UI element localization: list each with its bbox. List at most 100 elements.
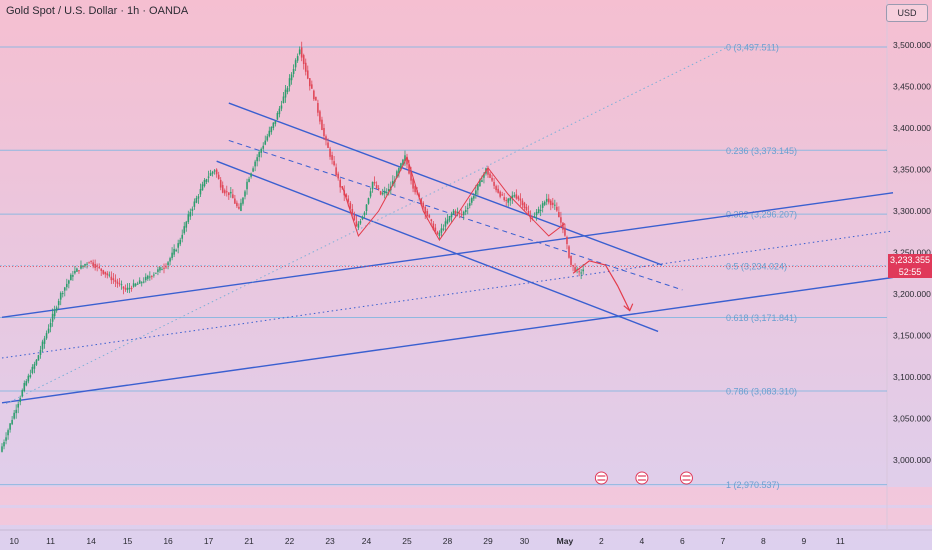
candle-body [392, 180, 394, 187]
candle-body [513, 195, 516, 197]
candle-body [225, 191, 228, 193]
candle-body [209, 173, 212, 176]
candle-body [432, 223, 435, 230]
channel-line [1, 192, 894, 319]
candle-body [189, 211, 192, 217]
candle-body [260, 148, 262, 153]
candle-body [163, 267, 165, 269]
currency-button[interactable]: USD [886, 4, 928, 22]
candle-body [104, 271, 107, 275]
candle-body [527, 211, 530, 215]
candle-body [282, 96, 285, 104]
candle-body [339, 179, 341, 188]
y-tick-label: 3,450.000 [893, 81, 931, 91]
economic-event-icon[interactable] [635, 471, 649, 485]
chart-title[interactable]: Gold Spot / U.S. Dollar · 1h · OANDA [6, 5, 189, 17]
candle-body [185, 221, 188, 228]
candle-body [396, 171, 398, 178]
candle-body [82, 265, 84, 268]
candle-body [191, 208, 194, 212]
candle-body [122, 286, 125, 289]
candle-body [345, 194, 348, 198]
y-tick-label: 3,100.000 [893, 372, 931, 382]
candle-body [72, 275, 74, 277]
y-tick-label: 3,150.000 [893, 331, 931, 341]
candle-body [140, 282, 143, 284]
candle-body [136, 283, 139, 285]
candle-body [86, 263, 88, 265]
candle-body [404, 155, 406, 162]
candle-body [205, 179, 208, 182]
x-tick-label: May [557, 536, 574, 546]
channel-line [216, 160, 659, 333]
candle-body [29, 375, 32, 378]
candle-body [541, 203, 544, 208]
candle-body [327, 142, 329, 148]
candle-body [221, 185, 224, 193]
candle-body [398, 168, 400, 174]
candle-body [76, 268, 78, 272]
candle-body [80, 265, 82, 269]
candle-body [353, 215, 356, 221]
candle-body [240, 202, 242, 212]
candle-body [223, 190, 226, 194]
candle-body [258, 152, 260, 158]
x-tick-label: 7 [721, 536, 726, 546]
candle-body [37, 355, 40, 361]
candle-body [242, 197, 244, 204]
candle-body [96, 265, 98, 267]
candle-body [234, 198, 236, 204]
candle-body [55, 307, 58, 311]
candle-body [49, 322, 52, 328]
candle-body [315, 96, 317, 101]
candle-body [25, 381, 28, 386]
candle-body [349, 202, 352, 209]
economic-event-icon[interactable] [594, 471, 608, 485]
candle-body [63, 287, 66, 291]
candle-body [169, 258, 171, 262]
candle-body [100, 268, 103, 271]
candle-body [402, 159, 404, 166]
economic-event-icon[interactable] [679, 471, 693, 485]
candle-body [554, 204, 556, 206]
event-icon-circle [594, 471, 608, 485]
y-tick-label: 3,500.000 [893, 40, 931, 50]
candle-body [126, 287, 129, 290]
event-icon-circle [679, 471, 693, 485]
candle-body [491, 177, 493, 181]
candle-body [329, 148, 331, 157]
candle-body [539, 209, 542, 212]
candle-body [562, 222, 564, 230]
candle-body [462, 211, 465, 216]
candle-body [507, 198, 510, 203]
candle-body [521, 200, 524, 206]
candle-body [311, 84, 313, 89]
candle-body [203, 180, 206, 187]
candle-body [238, 206, 240, 209]
candle-body [31, 366, 34, 373]
fib-level-label: 0.236 (3,373.145) [726, 146, 797, 156]
bar-countdown: 52:55 [898, 267, 922, 277]
candle-body [84, 264, 86, 266]
candle-body [543, 201, 546, 205]
candle-body [400, 163, 402, 170]
candle-body [466, 207, 469, 209]
candle-body [199, 188, 202, 195]
candle-body [296, 56, 299, 61]
candle-body [317, 103, 319, 113]
candle-body [560, 217, 562, 223]
candle-body [450, 213, 453, 218]
candle-body [298, 49, 301, 55]
candle-body [578, 271, 580, 273]
candle-body [276, 113, 279, 120]
candle-body [120, 284, 123, 286]
candle-body [379, 191, 382, 195]
candle-body [211, 171, 214, 174]
candle-body [365, 204, 368, 212]
candle-body [383, 190, 386, 194]
candle-body [280, 105, 283, 109]
candle-body [523, 202, 526, 209]
candle-body [552, 202, 554, 205]
candle-body [268, 130, 271, 137]
